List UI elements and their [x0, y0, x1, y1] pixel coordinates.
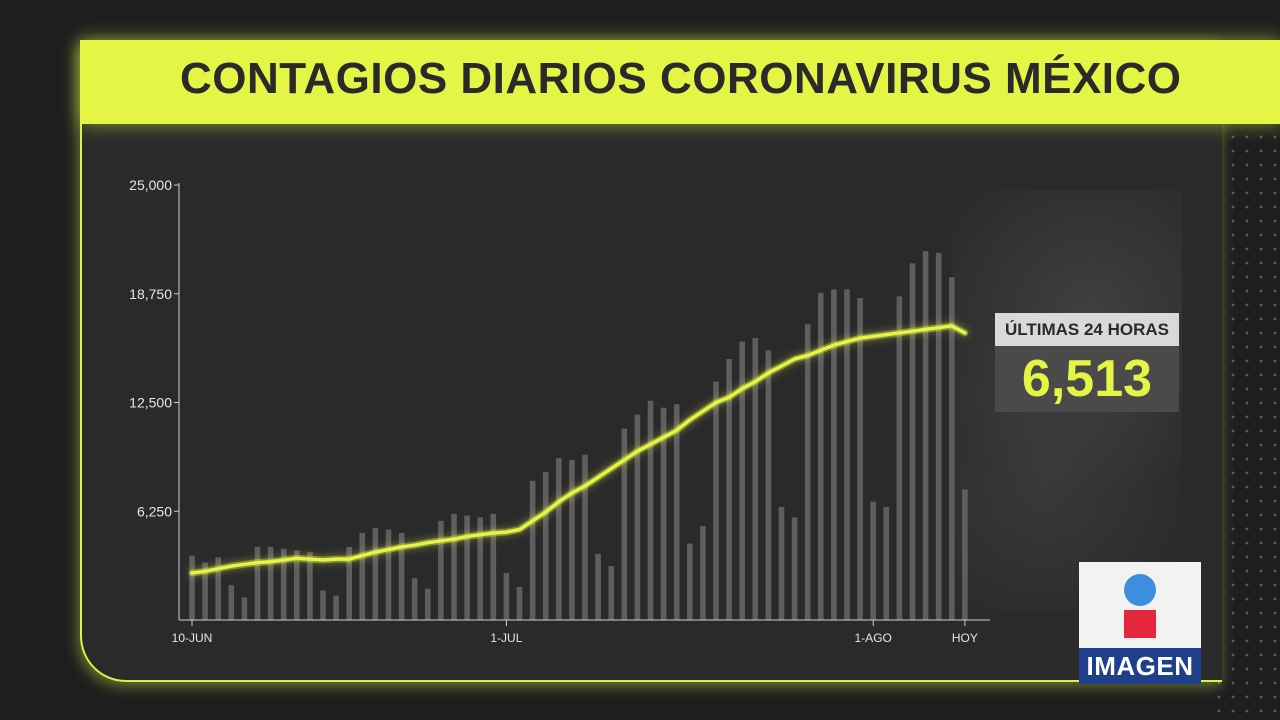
- bar-3-Jul: [490, 513, 497, 620]
- trend-line: [190, 324, 967, 575]
- bar-16-Jun: [267, 546, 274, 620]
- bar-15-Jun: [254, 546, 261, 620]
- bar-23-Jun: [359, 533, 366, 620]
- bar-22-Jun: [346, 546, 352, 620]
- x-tick-label: 10-JUN: [172, 631, 213, 645]
- bar-5-Jul: [516, 586, 523, 620]
- bar-28-Jun: [425, 588, 431, 620]
- bar-28-Jul: [818, 292, 824, 620]
- logo-square-icon: [1124, 610, 1156, 638]
- bar-30-Jul: [844, 289, 850, 620]
- bar-11-Jul: [595, 553, 601, 620]
- bar-4-Jul: [503, 573, 510, 620]
- bar-9-Jul: [569, 459, 575, 620]
- x-tick-label: HOY: [952, 631, 978, 645]
- y-tick-label: 12,500: [129, 395, 172, 411]
- bar-12-Jul: [608, 566, 614, 620]
- bar-6-Jul: [529, 480, 536, 620]
- bar-20-Jun: [320, 590, 326, 620]
- bar-29-Jul: [831, 289, 837, 620]
- page-title: CONTAGIOS DIARIOS CORONAVIRUS MÉXICO: [180, 54, 1182, 103]
- bar-25-Jul: [778, 506, 785, 620]
- bar-10-Jul: [582, 454, 588, 620]
- bar-7-Ago: [949, 277, 955, 620]
- bar-6-Ago: [935, 252, 942, 621]
- bar-26-Jun: [398, 533, 405, 620]
- y-tick-label: 25,000: [129, 177, 172, 193]
- bar-8-Jul: [556, 458, 562, 620]
- bar-31-Jul: [857, 298, 863, 620]
- bar-7-Jul: [542, 472, 549, 620]
- bar-14-Jun: [241, 597, 248, 620]
- bar-1-Ago: [870, 501, 876, 620]
- bar-11-Jun: [202, 562, 208, 620]
- bar-24-Jul: [765, 350, 772, 620]
- bar-20-Jul: [713, 381, 719, 620]
- decorative-dot-grid: [1212, 130, 1280, 720]
- bar-29-Jun: [438, 520, 444, 620]
- bar-22-Jul: [739, 341, 745, 620]
- bar-1-Jul: [464, 515, 470, 620]
- bar-5-Ago: [922, 251, 929, 620]
- bar-16-Jul: [660, 407, 667, 620]
- bar-27-Jun: [411, 578, 418, 620]
- imagen-logo: IMAGEN: [1079, 562, 1201, 684]
- bar-27-Jul: [804, 324, 811, 620]
- bar-8-Ago: [962, 489, 968, 620]
- bar-10-Jun: [189, 555, 195, 620]
- bar-3-Ago: [896, 296, 903, 620]
- bar-13-Jun: [228, 585, 235, 620]
- bar-14-Jul: [634, 414, 641, 620]
- y-tick-label: 18,750: [129, 286, 172, 302]
- bar-21-Jun: [333, 595, 339, 620]
- bar-17-Jul: [673, 404, 680, 620]
- bar-19-Jun: [307, 552, 313, 620]
- bar-2-Ago: [883, 506, 890, 620]
- last-24-hours-value: 6,513: [995, 346, 1179, 412]
- bar-2-Jul: [477, 517, 483, 620]
- bar-18-Jun: [294, 550, 300, 620]
- bar-13-Jul: [621, 428, 628, 620]
- bar-17-Jun: [280, 548, 287, 620]
- bar-21-Jul: [726, 359, 732, 620]
- x-tick-label: 1-JUL: [490, 631, 522, 645]
- logo-circle-icon: [1124, 574, 1156, 606]
- title-banner: CONTAGIOS DIARIOS CORONAVIRUS MÉXICO: [80, 40, 1280, 124]
- bar-15-Jul: [647, 400, 654, 620]
- bar-23-Jul: [752, 338, 759, 620]
- bar-24-Jun: [372, 527, 379, 620]
- bar-26-Jul: [791, 517, 798, 620]
- bar-30-Jun: [451, 513, 457, 620]
- last-24-hours-label: ÚLTIMAS 24 HORAS: [995, 313, 1179, 346]
- y-tick-label: 6,250: [137, 503, 172, 519]
- bar-18-Jul: [687, 543, 693, 620]
- x-tick-label: 1-AGO: [855, 631, 892, 645]
- bar-25-Jun: [385, 529, 392, 620]
- bar-4-Ago: [909, 263, 916, 620]
- bar-19-Jul: [700, 526, 706, 620]
- logo-text: IMAGEN: [1079, 648, 1201, 684]
- bar-12-Jun: [215, 557, 221, 620]
